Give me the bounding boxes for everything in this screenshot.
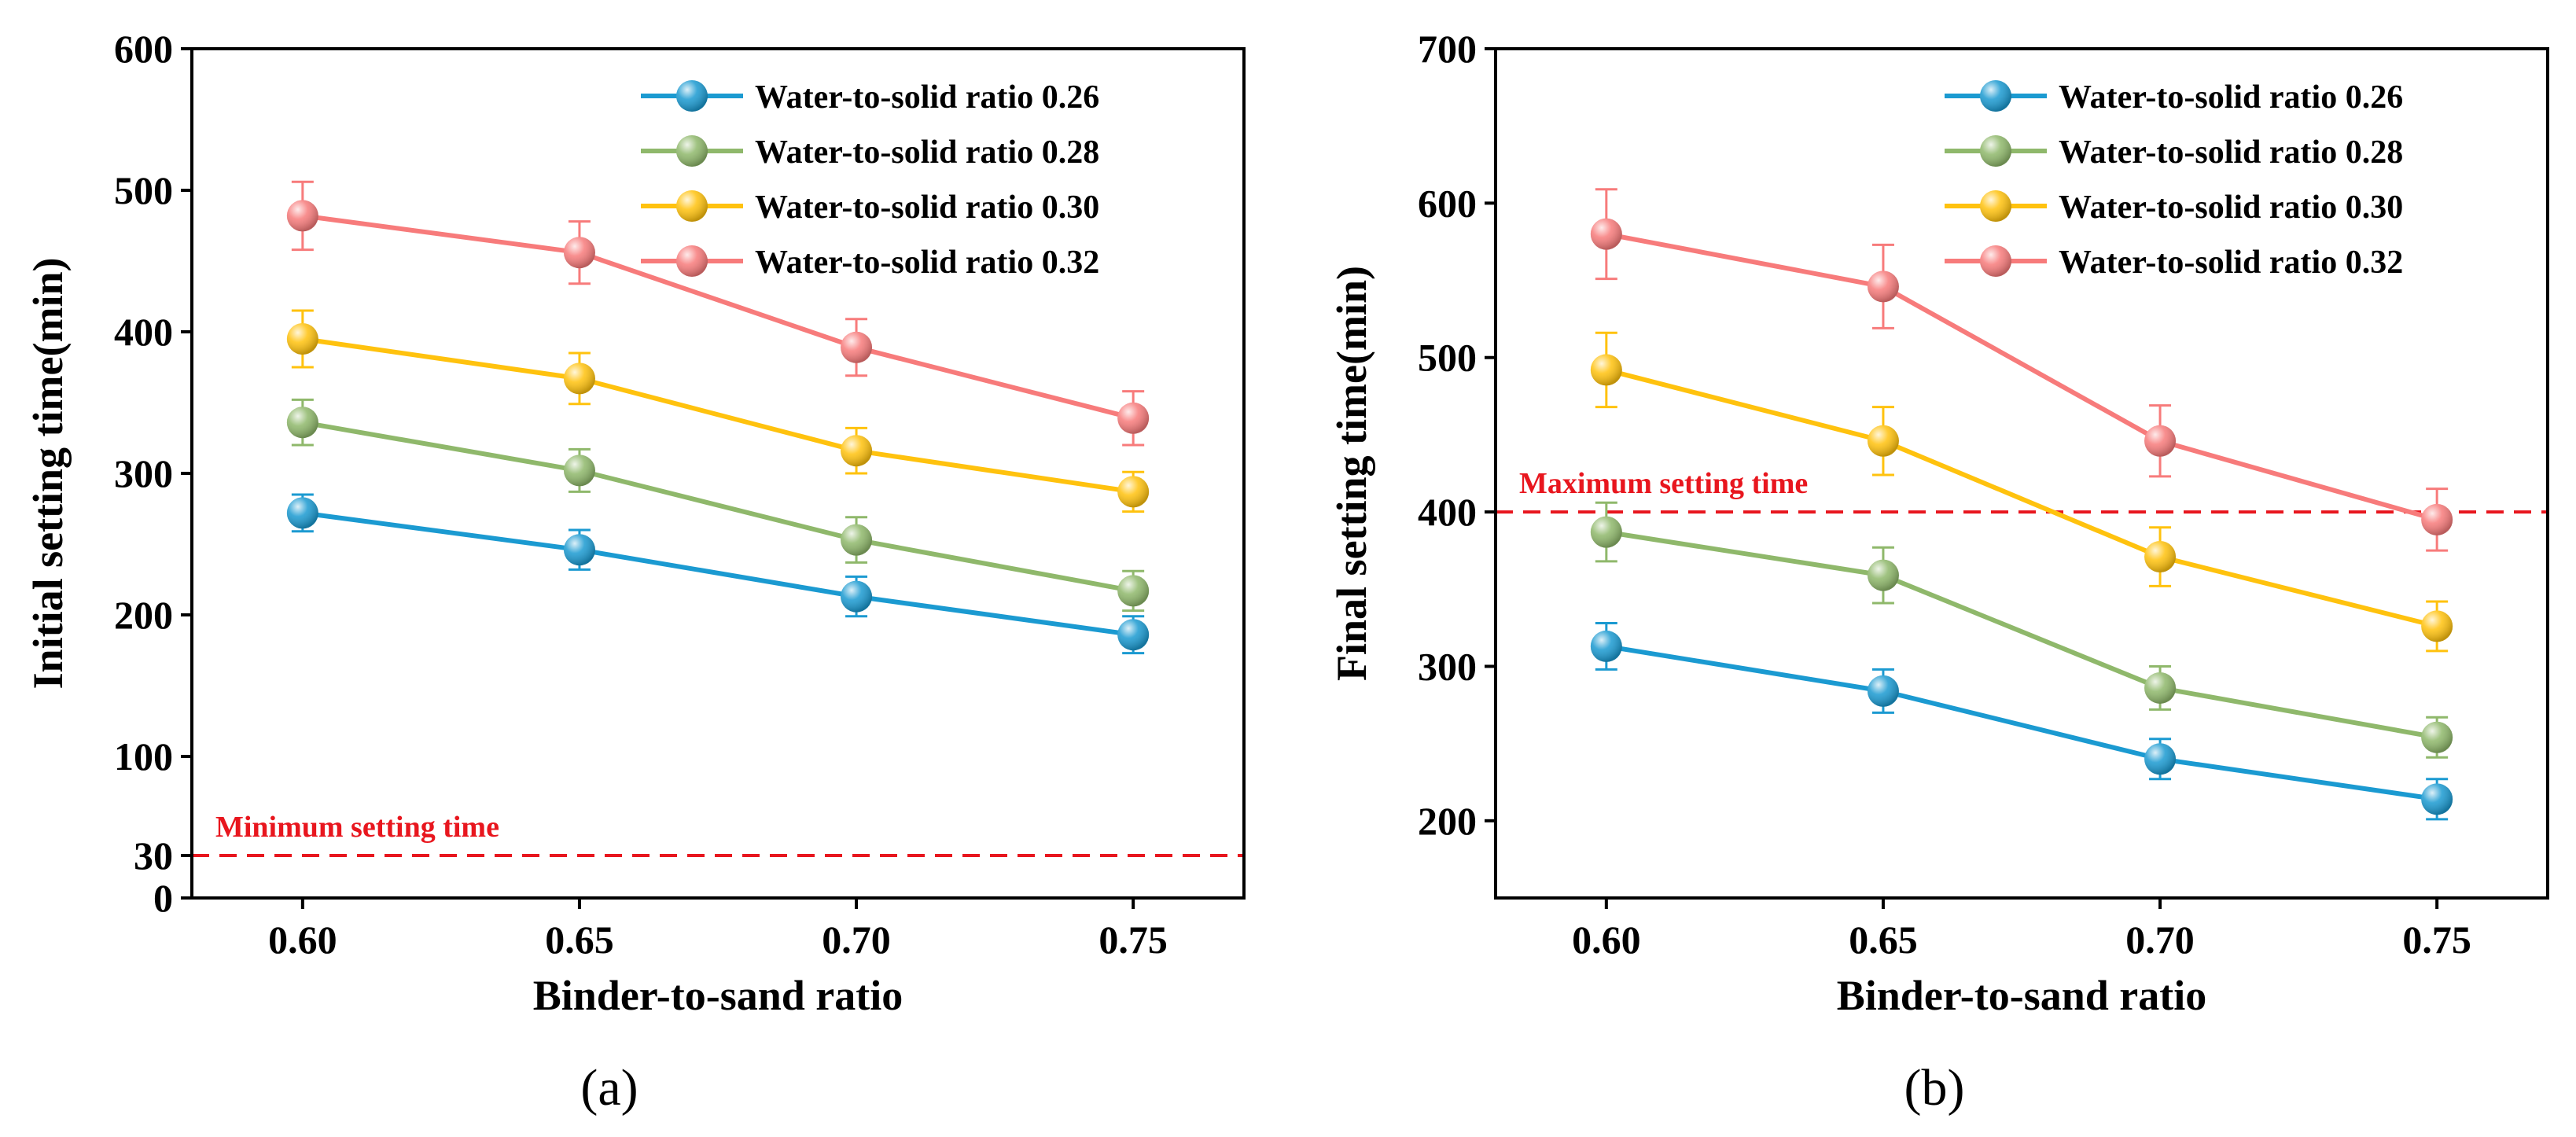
y-tick-label: 500 — [114, 168, 173, 212]
data-point-shine — [1867, 675, 1899, 707]
data-point-shine — [1590, 516, 1622, 548]
series-line — [1606, 643, 2438, 802]
legend-label: Water-to-solid ratio 0.26 — [2059, 79, 2403, 116]
data-point-shine — [2144, 425, 2177, 457]
reference-line-label: Maximum setting time — [1519, 467, 1808, 500]
x-tick-label: 0.70 — [2125, 918, 2195, 962]
legend-marker-shine — [1980, 190, 2011, 222]
legend-label: Water-to-solid ratio 0.32 — [755, 245, 1099, 281]
legend-label: Water-to-solid ratio 0.26 — [755, 79, 1099, 116]
legend-marker-shine — [676, 80, 708, 112]
data-point-shine — [841, 331, 873, 363]
data-point-shine — [286, 407, 318, 439]
plot-frame — [1494, 47, 2549, 900]
x-tick-label: 0.65 — [545, 918, 614, 962]
legend: Water-to-solid ratio 0.26 Water-to-solid … — [641, 79, 1099, 281]
legend-label: Water-to-solid ratio 0.30 — [2059, 190, 2403, 226]
x-tick-label: 0.75 — [2402, 918, 2471, 962]
data-point-shine — [2421, 503, 2453, 535]
x-tick-label: 0.60 — [268, 918, 337, 962]
data-point-shine — [1117, 575, 1150, 607]
y-tick-label: 300 — [114, 451, 173, 495]
y-tick-label: 100 — [114, 734, 173, 778]
legend-marker-shine — [676, 245, 708, 277]
plot-frame — [190, 47, 1246, 900]
y-tick-label: 200 — [1418, 799, 1477, 843]
data-point-shine — [2421, 721, 2453, 753]
series-line — [302, 420, 1134, 594]
data-point-shine — [1590, 354, 1622, 386]
data-point-shine — [841, 524, 873, 556]
x-axis-title: Binder-to-sand ratio — [533, 972, 903, 1019]
legend-marker-shine — [1980, 80, 2011, 112]
panel-label: (b) — [1904, 1059, 1965, 1117]
data-point-shine — [1590, 630, 1622, 662]
data-point-shine — [1117, 402, 1150, 434]
series-line — [302, 337, 1134, 495]
data-point-shine — [1117, 619, 1150, 651]
y-tick-label: 700 — [1418, 27, 1477, 71]
panel-label: (a) — [580, 1059, 638, 1117]
y-tick-label: 300 — [1418, 644, 1477, 688]
legend-marker-shine — [1980, 245, 2011, 277]
data-point-shine — [2144, 743, 2177, 775]
y-tick-label: 0 — [153, 876, 173, 920]
legend-label: Water-to-solid ratio 0.28 — [2059, 134, 2403, 171]
chart-panel-b: Maximum setting time 200 300 400 500 600 700 0.… — [1328, 27, 2549, 1117]
x-tick-label: 0.70 — [822, 918, 891, 962]
data-point-shine — [286, 323, 318, 355]
data-point-shine — [1590, 218, 1622, 250]
y-tick-label: 600 — [114, 27, 173, 71]
y-tick-label: 400 — [114, 310, 173, 354]
y-tick-label-reference: 30 — [134, 833, 173, 878]
data-point-shine — [841, 435, 873, 467]
data-point-shine — [841, 580, 873, 613]
y-tick-label: 400 — [1418, 490, 1477, 534]
x-tick-label: 0.60 — [1572, 918, 1641, 962]
data-point-shine — [1117, 476, 1150, 508]
legend-label: Water-to-solid ratio 0.32 — [2059, 245, 2403, 281]
x-tick-label: 0.75 — [1098, 918, 1168, 962]
series-line — [1606, 367, 2438, 629]
data-point-shine — [563, 237, 595, 269]
data-point-shine — [1867, 270, 1899, 303]
data-point-shine — [1867, 425, 1899, 457]
x-tick-label: 0.65 — [1849, 918, 1918, 962]
series-line — [302, 213, 1134, 421]
legend-marker-shine — [676, 190, 708, 222]
series-line — [302, 510, 1134, 638]
y-axis-title: Final setting time(min) — [1328, 266, 1375, 681]
data-point-shine — [2421, 783, 2453, 815]
data-point-shine — [2421, 610, 2453, 642]
data-point-shine — [286, 200, 318, 232]
reference-line-label: Minimum setting time — [215, 811, 499, 844]
data-point-shine — [2144, 541, 2177, 573]
chart-panel-a: Minimum setting time 0 100 200 300 400 500 600 3… — [24, 27, 1246, 1117]
data-point-shine — [563, 362, 595, 395]
data-point-shine — [286, 497, 318, 529]
data-point-shine — [563, 454, 595, 487]
legend-marker-shine — [676, 135, 708, 167]
y-tick-label: 200 — [114, 593, 173, 637]
legend: Water-to-solid ratio 0.26 Water-to-solid … — [1945, 79, 2403, 281]
data-point-shine — [563, 534, 595, 566]
data-point-shine — [1867, 559, 1899, 591]
legend-label: Water-to-solid ratio 0.28 — [755, 134, 1099, 171]
x-axis-title: Binder-to-sand ratio — [1837, 972, 2207, 1019]
series-line — [1606, 529, 2438, 740]
legend-label: Water-to-solid ratio 0.30 — [755, 190, 1099, 226]
y-axis-title: Initial setting time(min) — [24, 258, 72, 690]
y-tick-label: 600 — [1418, 181, 1477, 225]
legend-marker-shine — [1980, 135, 2011, 167]
data-point-shine — [2144, 672, 2177, 704]
y-tick-label: 500 — [1418, 336, 1477, 380]
series-line — [1606, 231, 2438, 522]
